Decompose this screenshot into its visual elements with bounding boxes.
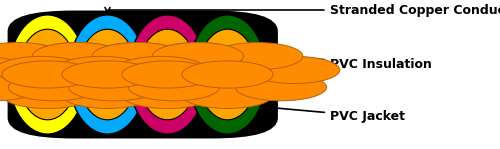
- Ellipse shape: [68, 15, 146, 134]
- Text: PVC Jacket: PVC Jacket: [272, 106, 405, 123]
- Ellipse shape: [62, 61, 153, 88]
- Ellipse shape: [55, 56, 146, 84]
- Ellipse shape: [0, 56, 86, 84]
- Ellipse shape: [138, 29, 197, 120]
- Ellipse shape: [248, 56, 340, 84]
- Text: Stranded Copper Conductor: Stranded Copper Conductor: [105, 4, 500, 17]
- Ellipse shape: [78, 29, 137, 120]
- Ellipse shape: [2, 81, 93, 108]
- Ellipse shape: [198, 29, 257, 120]
- Ellipse shape: [152, 43, 244, 70]
- Ellipse shape: [182, 61, 273, 88]
- Ellipse shape: [176, 74, 266, 101]
- Ellipse shape: [0, 56, 26, 84]
- Ellipse shape: [236, 74, 326, 101]
- Ellipse shape: [116, 74, 206, 101]
- Ellipse shape: [122, 81, 213, 108]
- Ellipse shape: [212, 43, 303, 70]
- Ellipse shape: [188, 56, 280, 84]
- Ellipse shape: [122, 61, 213, 88]
- Ellipse shape: [0, 74, 40, 101]
- Ellipse shape: [32, 43, 123, 70]
- Ellipse shape: [128, 15, 206, 134]
- FancyBboxPatch shape: [9, 12, 276, 137]
- Ellipse shape: [8, 74, 100, 101]
- Ellipse shape: [68, 56, 160, 84]
- Ellipse shape: [115, 56, 206, 84]
- Ellipse shape: [2, 61, 93, 88]
- Text: PVC Insulation: PVC Insulation: [272, 53, 432, 71]
- Ellipse shape: [92, 43, 183, 70]
- Ellipse shape: [188, 15, 266, 134]
- Ellipse shape: [0, 43, 64, 70]
- Ellipse shape: [8, 15, 86, 134]
- Ellipse shape: [92, 43, 184, 70]
- Ellipse shape: [152, 43, 243, 70]
- Ellipse shape: [62, 81, 153, 108]
- Ellipse shape: [56, 74, 146, 101]
- Ellipse shape: [68, 74, 160, 101]
- Ellipse shape: [128, 74, 220, 101]
- Ellipse shape: [18, 29, 77, 120]
- Ellipse shape: [182, 81, 273, 108]
- Ellipse shape: [32, 43, 124, 70]
- Ellipse shape: [128, 56, 220, 84]
